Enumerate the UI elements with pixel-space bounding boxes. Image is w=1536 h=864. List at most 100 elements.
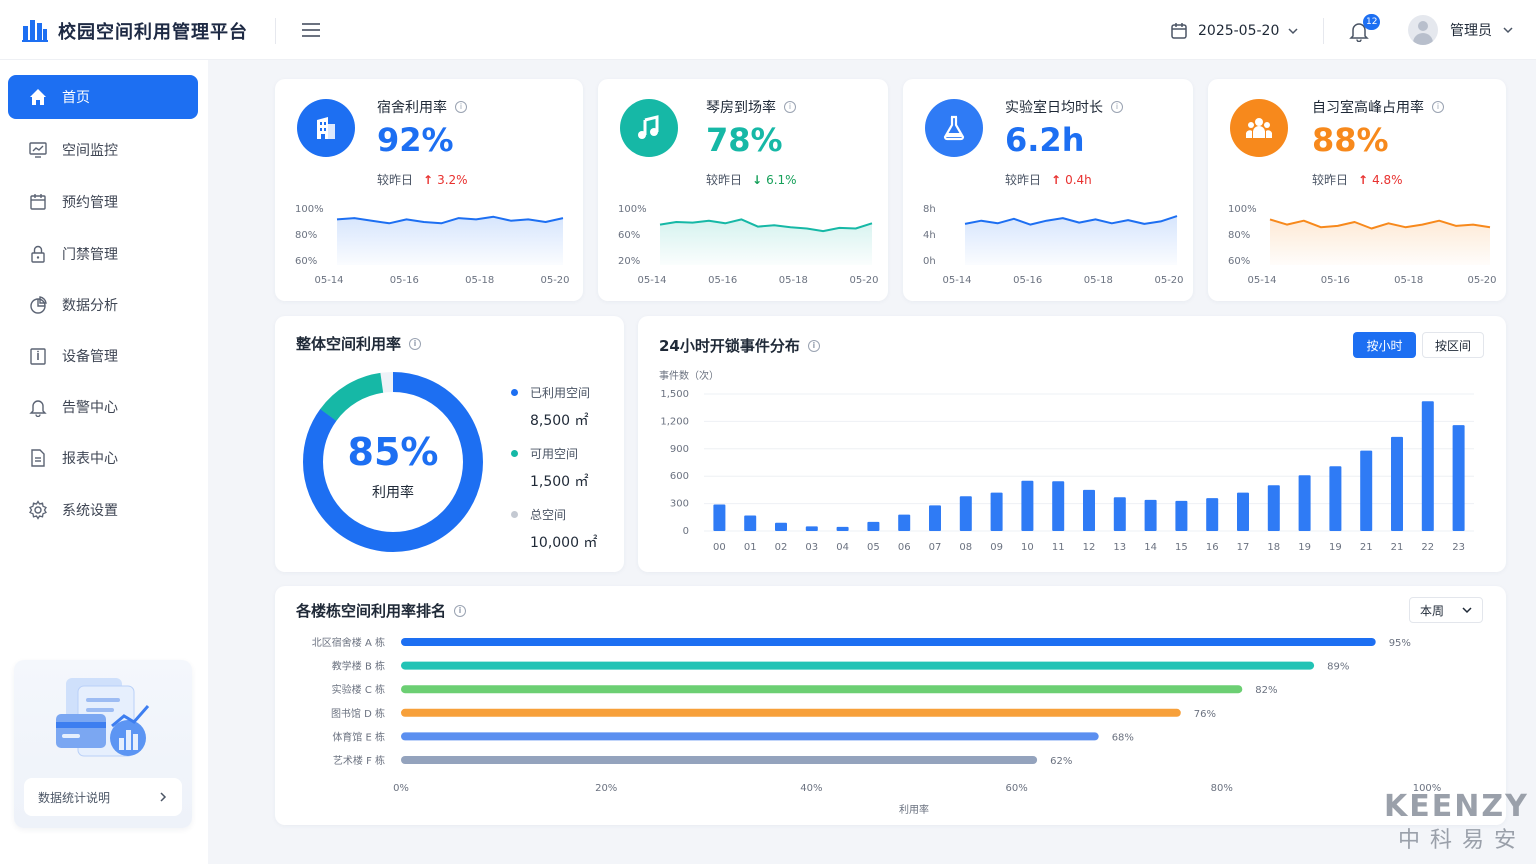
watermark-en: KEENZY bbox=[1384, 789, 1529, 824]
sidebar-item-label: 预约管理 bbox=[62, 195, 118, 211]
spark-y-tick: 100% bbox=[295, 204, 324, 215]
tab-by-range[interactable]: 按区间 bbox=[1422, 332, 1484, 358]
x-tick-label: 21 bbox=[1391, 542, 1404, 553]
donut-percent: 85% bbox=[347, 430, 439, 474]
legend-name: 已利用空间 bbox=[530, 386, 591, 400]
value-label: 89% bbox=[1327, 662, 1349, 673]
unlock-title: 24小时开锁事件分布 i bbox=[659, 335, 820, 356]
info-icon[interactable]: i bbox=[1111, 101, 1123, 113]
kpi-value: 88% bbox=[1312, 121, 1389, 159]
value-label: 68% bbox=[1112, 732, 1134, 743]
bar-19 bbox=[1298, 475, 1311, 531]
building-ranking-card: 各楼栋空间利用率排名 i 本周 北区宿舍楼 A 栋 95% 教学楼 B 栋 89% 实验楼… bbox=[275, 586, 1506, 825]
sparkline-chart: 100% 80% 60% 05-14 05-16 05-18 05-20 bbox=[1228, 204, 1497, 286]
spark-y-tick: 80% bbox=[1228, 230, 1250, 241]
kpi-compare: 较昨日 ↑ 4.8% bbox=[1312, 171, 1403, 188]
x-tick-label: 19 bbox=[1329, 542, 1342, 553]
sidebar-item-alerts[interactable]: 告警中心 bbox=[8, 385, 198, 429]
bar-5 bbox=[401, 756, 1038, 764]
bar-4 bbox=[401, 732, 1099, 741]
info-icon[interactable]: i bbox=[455, 101, 467, 113]
bar-1 bbox=[401, 661, 1315, 670]
sidebar-item-label: 数据分析 bbox=[62, 298, 118, 314]
spark-y-tick: 60% bbox=[295, 256, 317, 267]
avatar bbox=[1408, 15, 1438, 45]
value-label: 82% bbox=[1255, 685, 1277, 696]
x-tick-label: 0% bbox=[393, 783, 409, 794]
help-button-label: 数据统计说明 bbox=[38, 790, 111, 805]
spark-area bbox=[965, 216, 1177, 265]
x-tick-label: 40% bbox=[800, 783, 822, 794]
spark-line bbox=[1269, 218, 1491, 230]
arrow-down-icon: ↓ bbox=[752, 172, 763, 187]
watermark-cn: 中科易安 bbox=[1398, 828, 1527, 853]
x-tick-label: 10 bbox=[1021, 542, 1034, 553]
x-tick-label: 21 bbox=[1360, 542, 1373, 553]
spark-y-tick: 20% bbox=[618, 256, 640, 267]
spark-line bbox=[336, 215, 564, 225]
sidebar-item-label: 门禁管理 bbox=[62, 247, 118, 263]
overall-utilization-card: 整体空间利用率 i 85% 利用率 已利用空间 8,500 ㎡ 可用空间 1,50… bbox=[275, 316, 624, 572]
kpi-compare: 较昨日 ↑ 3.2% bbox=[377, 171, 468, 188]
info-icon[interactable]: i bbox=[807, 339, 820, 352]
sidebar-item-access-control[interactable]: 门禁管理 bbox=[8, 232, 198, 276]
kpi-label: 自习室高峰占用率 i bbox=[1312, 97, 1444, 117]
bar-3 bbox=[401, 708, 1181, 717]
kpi-compare-label: 较昨日 bbox=[1005, 173, 1042, 187]
period-select[interactable]: 本周 bbox=[1409, 597, 1483, 623]
spark-x-tick: 05-20 bbox=[1154, 275, 1183, 286]
menu-toggle-icon[interactable] bbox=[302, 22, 320, 38]
kpi-label-text: 宿舍利用率 bbox=[377, 100, 447, 116]
x-tick-label: 07 bbox=[929, 542, 942, 553]
category-label: 实验楼 C 栋 bbox=[332, 683, 385, 696]
kpi-delta: 6.1% bbox=[766, 172, 797, 187]
home-icon bbox=[28, 87, 48, 107]
legend-available-space: 可用空间 1,500 ㎡ bbox=[511, 445, 589, 491]
sidebar-item-label: 告警中心 bbox=[62, 400, 118, 416]
bar-05 bbox=[867, 521, 880, 531]
date-picker[interactable]: 2025-05-20 bbox=[1170, 18, 1299, 44]
gear-icon bbox=[28, 500, 48, 520]
y-tick-label: 900 bbox=[670, 444, 689, 455]
header-divider-2 bbox=[1323, 18, 1324, 44]
legend-value: 8,500 ㎡ bbox=[530, 413, 589, 429]
sidebar-item-space-monitor[interactable]: 空间监控 bbox=[8, 128, 198, 172]
x-tick-label: 20% bbox=[595, 783, 617, 794]
legend-dot bbox=[511, 389, 518, 396]
x-tick-label: 22 bbox=[1421, 542, 1434, 553]
chevron-right-icon bbox=[160, 792, 167, 802]
period-select-value: 本周 bbox=[1420, 603, 1445, 618]
tab-by-hour[interactable]: 按小时 bbox=[1353, 332, 1416, 358]
sidebar-item-reports[interactable]: 报表中心 bbox=[8, 436, 198, 480]
sidebar-item-device[interactable]: 设备管理 bbox=[8, 334, 198, 378]
kpi-label-text: 自习室高峰占用率 bbox=[1312, 100, 1424, 116]
donut-used-segment bbox=[303, 372, 483, 552]
bar-08 bbox=[959, 496, 972, 531]
top-header: 校园空间利用管理平台 2025-05-20 12 管理员 bbox=[0, 0, 1536, 60]
info-icon[interactable]: i bbox=[1432, 101, 1444, 113]
kpi-value: 6.2h bbox=[1005, 121, 1085, 159]
arrow-up-icon: ↑ bbox=[1358, 172, 1369, 187]
bar-10 bbox=[1021, 480, 1034, 531]
notification-bell-icon[interactable] bbox=[1348, 20, 1370, 42]
info-icon[interactable]: i bbox=[784, 101, 796, 113]
info-icon[interactable]: i bbox=[409, 337, 422, 350]
sidebar-item-booking[interactable]: 预约管理 bbox=[8, 180, 198, 224]
legend-value: 10,000 ㎡ bbox=[530, 535, 598, 551]
sidebar-item-data-analysis[interactable]: 数据分析 bbox=[8, 283, 198, 327]
spark-y-tick: 8h bbox=[923, 204, 936, 215]
kpi-label-text: 琴房到场率 bbox=[706, 100, 776, 116]
section-title-text: 各楼栋空间利用率排名 bbox=[296, 602, 447, 620]
x-tick-label: 16 bbox=[1206, 542, 1219, 553]
flask-icon bbox=[925, 99, 983, 157]
info-icon[interactable]: i bbox=[454, 604, 467, 617]
spark-x-tick: 05-18 bbox=[779, 275, 808, 286]
x-tick-label: 00 bbox=[713, 542, 726, 553]
bar-17 bbox=[1237, 492, 1249, 531]
sidebar-item-home[interactable]: 首页 bbox=[8, 75, 198, 119]
bar-23 bbox=[1452, 425, 1465, 531]
chevron-down-icon bbox=[1503, 27, 1513, 34]
user-menu[interactable]: 管理员 bbox=[1408, 15, 1514, 45]
sidebar-item-settings[interactable]: 系统设置 bbox=[8, 488, 198, 532]
data-statistics-help-button[interactable]: 数据统计说明 bbox=[24, 778, 182, 816]
